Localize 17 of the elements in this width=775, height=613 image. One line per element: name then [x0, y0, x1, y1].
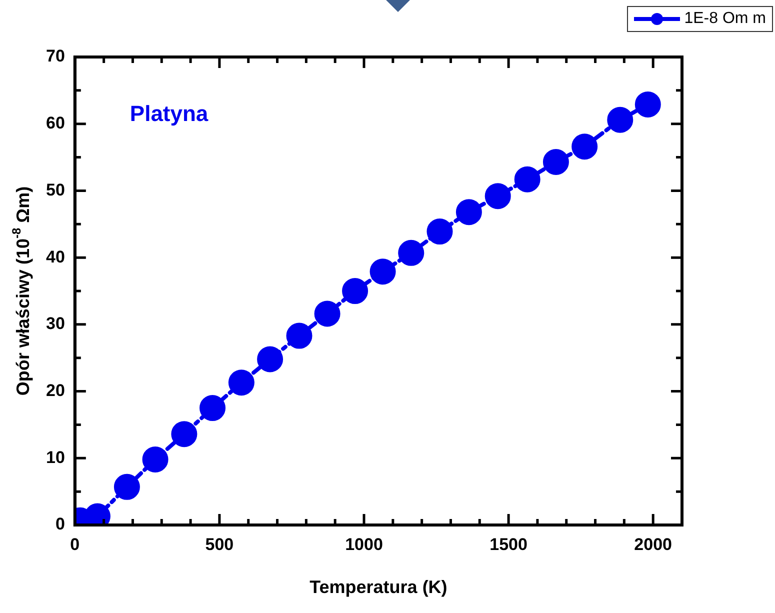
x-axis-title: Temperatura (K): [310, 577, 448, 598]
y-tick-label: 70: [46, 46, 65, 66]
x-tick-label: 1000: [345, 534, 383, 554]
y-tick-label: 0: [55, 514, 65, 534]
y-tick-label: 20: [46, 380, 65, 400]
y-tick-label: 10: [46, 448, 65, 467]
legend-label: 1E-8 Om m: [684, 10, 766, 28]
x-tick-label: 2000: [634, 534, 672, 554]
y-tick-label: 40: [46, 247, 65, 266]
y-tick-label: 30: [46, 314, 65, 334]
x-tick-label: 0: [70, 534, 80, 554]
y-axis-title: Opór właściwy (10-8 Ωm): [9, 186, 33, 396]
annotation: Platyna: [130, 101, 209, 126]
x-tick-label: 500: [205, 534, 234, 554]
x-tick-label: 1500: [490, 534, 528, 554]
y-tick-label: 60: [46, 114, 65, 133]
y-tick-label: 50: [46, 180, 65, 200]
